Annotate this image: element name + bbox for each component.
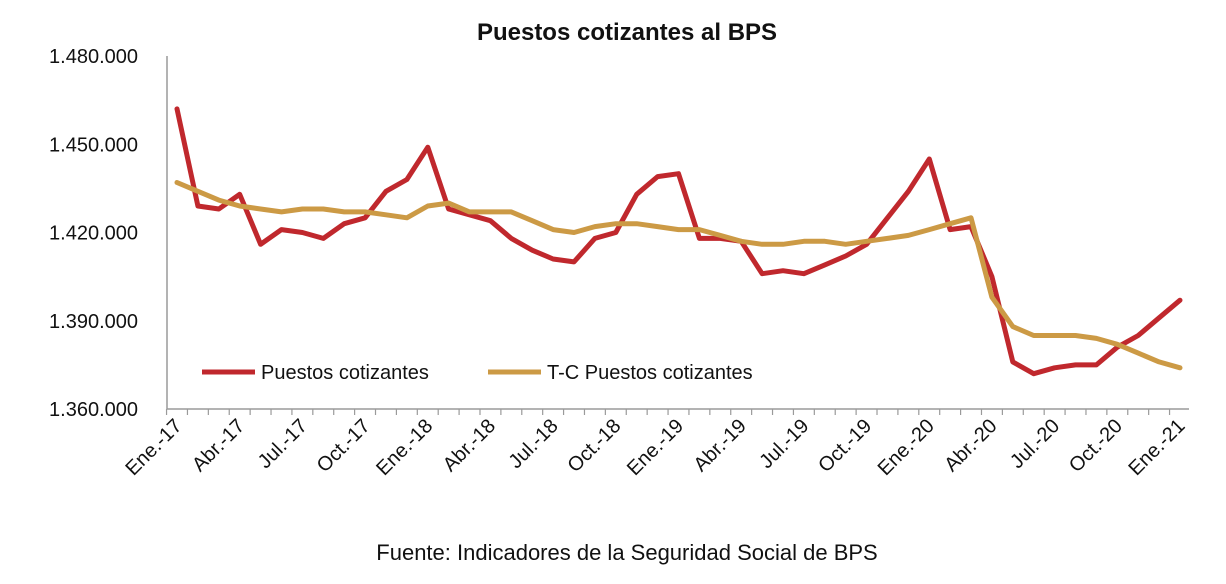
- series-line-puestos-cotizantes: [174, 106, 1183, 377]
- chart-title: Puestos cotizantes al BPS: [477, 19, 777, 46]
- y-axis-tick-labels: 1.360.000 1.390.000 1.420.000 1.450.000 1.48…: [49, 46, 138, 421]
- x-tick-label: Jul.-17: [254, 415, 312, 473]
- legend-label-puestos-cotizantes: Puestos cotizantes: [261, 362, 429, 384]
- series-line-t-c-puestos-cotizantes: [174, 180, 1183, 371]
- x-axis-tick-marks: [165, 409, 1171, 415]
- x-tick-label: Oct.-18: [563, 415, 625, 477]
- x-tick-label: Abr.-18: [439, 415, 500, 476]
- x-tick-label: Jul.-19: [755, 415, 813, 473]
- x-tick-label: Ene.-18: [372, 415, 437, 480]
- x-tick-label: Ene.-17: [121, 415, 186, 480]
- x-tick-label: Oct.-19: [814, 415, 876, 477]
- y-tick-label: 1.360.000: [49, 399, 138, 421]
- series-layer: [174, 106, 1183, 377]
- x-tick-label: Oct.-20: [1065, 415, 1127, 477]
- x-tick-label: Jul.-20: [1006, 415, 1064, 473]
- x-tick-label: Jul.-18: [505, 415, 563, 473]
- x-tick-label: Abr.-19: [690, 415, 751, 476]
- legend: Puestos cotizantes T-C Puestos cotizante…: [202, 362, 753, 384]
- y-tick-label: 1.420.000: [49, 223, 138, 245]
- x-tick-label: Ene.-21: [1124, 415, 1189, 480]
- legend-label-t-c-puestos-cotizantes: T-C Puestos cotizantes: [547, 362, 753, 384]
- source-note: Fuente: Indicadores de la Seguridad Soci…: [376, 540, 877, 565]
- x-tick-label: Ene.-19: [623, 415, 688, 480]
- x-tick-label: Oct.-17: [313, 415, 375, 477]
- y-tick-label: 1.450.000: [49, 134, 138, 156]
- y-tick-label: 1.480.000: [49, 46, 138, 68]
- x-tick-label: Abr.-17: [188, 415, 249, 476]
- y-tick-label: 1.390.000: [49, 311, 138, 333]
- x-tick-label: Abr.-20: [940, 415, 1001, 476]
- x-tick-label: Ene.-20: [874, 415, 939, 480]
